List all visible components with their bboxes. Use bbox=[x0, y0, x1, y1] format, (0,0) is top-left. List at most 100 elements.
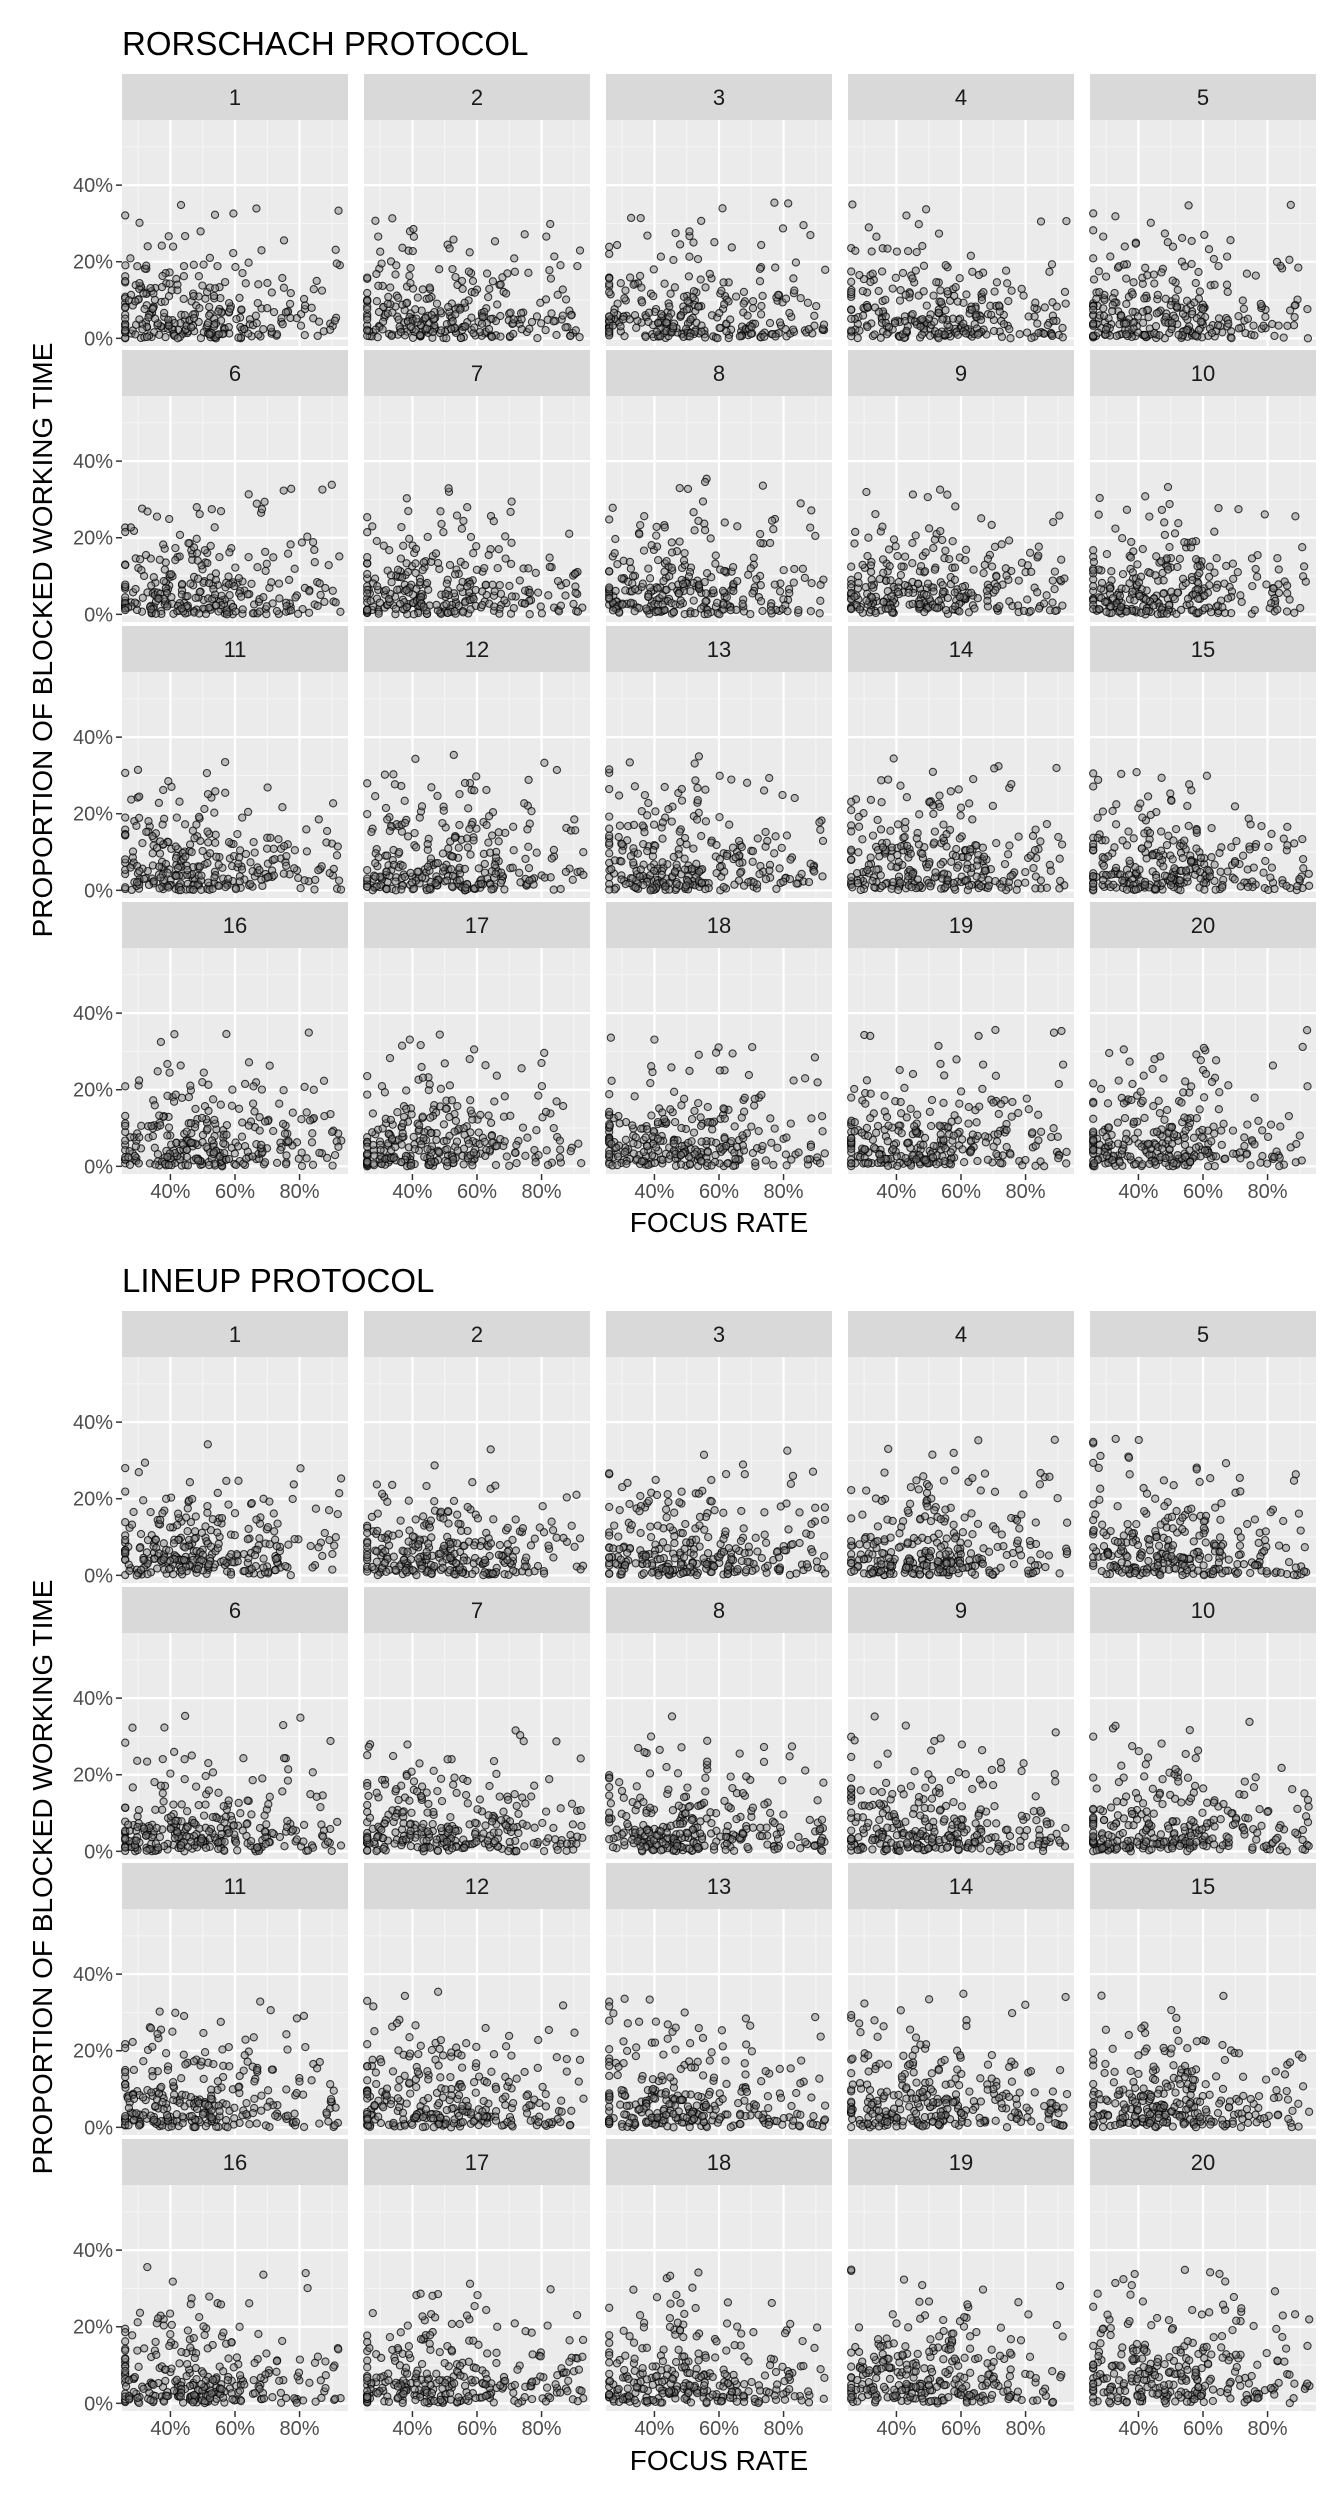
data-point bbox=[378, 317, 388, 326]
facet-panel-5: 5 bbox=[1089, 74, 1316, 346]
data-point bbox=[248, 1099, 258, 1108]
data-point bbox=[131, 297, 140, 306]
data-point bbox=[252, 499, 261, 508]
data-point bbox=[552, 330, 561, 340]
data-point bbox=[1182, 296, 1192, 305]
data-point bbox=[763, 836, 772, 846]
data-point bbox=[231, 563, 240, 572]
data-point bbox=[1097, 578, 1107, 588]
data-point bbox=[390, 780, 400, 789]
data-point bbox=[1200, 591, 1209, 600]
data-point bbox=[1005, 841, 1014, 850]
data-point bbox=[1286, 200, 1295, 210]
data-point bbox=[228, 1085, 237, 1094]
data-point bbox=[433, 558, 443, 568]
data-point bbox=[121, 605, 130, 615]
data-point bbox=[729, 586, 738, 596]
data-point bbox=[862, 596, 871, 605]
data-point bbox=[307, 1138, 317, 1147]
data-point bbox=[1101, 325, 1111, 334]
data-point bbox=[393, 585, 402, 594]
data-point bbox=[948, 314, 958, 323]
data-point bbox=[207, 1136, 217, 1145]
facet-panel-7: 7 bbox=[363, 350, 590, 622]
data-point bbox=[715, 308, 724, 318]
data-point bbox=[617, 840, 627, 849]
data-point bbox=[183, 591, 192, 601]
data-point bbox=[1193, 585, 1202, 594]
data-point bbox=[372, 269, 381, 279]
data-point bbox=[121, 320, 130, 329]
data-point bbox=[854, 822, 864, 831]
data-point bbox=[527, 807, 536, 816]
data-point bbox=[371, 872, 380, 881]
data-point bbox=[546, 219, 555, 229]
data-point bbox=[521, 1151, 530, 1160]
data-point bbox=[731, 853, 740, 862]
data-point bbox=[398, 243, 407, 252]
data-point bbox=[471, 585, 480, 595]
data-point bbox=[987, 562, 997, 571]
data-point bbox=[676, 596, 685, 605]
data-point bbox=[972, 861, 982, 870]
data-point bbox=[775, 864, 784, 873]
data-point bbox=[679, 292, 689, 301]
data-point bbox=[458, 608, 468, 617]
data-point bbox=[417, 802, 427, 811]
data-point bbox=[374, 307, 384, 317]
data-point bbox=[566, 331, 575, 341]
data-point bbox=[778, 790, 787, 800]
data-point bbox=[525, 876, 534, 885]
data-point bbox=[1004, 536, 1014, 545]
data-point bbox=[847, 277, 856, 286]
data-point bbox=[164, 292, 174, 301]
data-point bbox=[976, 881, 986, 891]
data-point bbox=[491, 1160, 501, 1170]
facet-strip-label: 9 bbox=[955, 361, 967, 386]
data-point bbox=[895, 296, 905, 305]
data-point bbox=[748, 857, 757, 866]
data-point bbox=[451, 1116, 461, 1126]
data-point bbox=[733, 522, 742, 531]
facet-strip-label: 6 bbox=[229, 361, 241, 386]
facet-strip-label: 14 bbox=[949, 637, 973, 662]
data-point bbox=[712, 868, 721, 878]
data-point bbox=[886, 576, 895, 585]
data-point bbox=[1168, 276, 1177, 285]
data-point bbox=[1089, 319, 1098, 328]
data-point bbox=[1122, 505, 1132, 514]
data-point bbox=[484, 324, 494, 334]
data-point bbox=[233, 829, 242, 839]
data-point bbox=[669, 255, 678, 265]
data-point bbox=[547, 854, 556, 863]
data-point bbox=[1136, 799, 1145, 808]
data-point bbox=[1042, 883, 1052, 892]
data-point bbox=[1227, 333, 1236, 343]
data-point bbox=[1182, 304, 1191, 314]
data-point bbox=[385, 1053, 395, 1063]
data-point bbox=[132, 878, 142, 887]
data-point bbox=[660, 523, 669, 532]
data-point bbox=[1290, 839, 1299, 848]
data-point bbox=[253, 298, 262, 308]
data-point bbox=[545, 562, 554, 572]
data-point bbox=[1149, 601, 1158, 610]
data-point bbox=[411, 305, 420, 314]
data-point bbox=[1205, 562, 1214, 571]
data-point bbox=[509, 329, 518, 339]
data-point bbox=[231, 607, 240, 616]
data-point bbox=[299, 294, 309, 304]
y-tick-label: 20% bbox=[73, 252, 113, 274]
data-point bbox=[1029, 863, 1038, 873]
data-point bbox=[171, 543, 180, 553]
data-point bbox=[558, 1101, 568, 1111]
data-point bbox=[210, 523, 219, 532]
data-point bbox=[121, 303, 130, 312]
data-point bbox=[900, 824, 910, 833]
data-point bbox=[887, 592, 896, 601]
data-point bbox=[1177, 233, 1187, 243]
data-point bbox=[695, 867, 704, 876]
data-point bbox=[1236, 882, 1245, 891]
data-point bbox=[608, 606, 618, 615]
facet-strip-label: 3 bbox=[713, 85, 725, 110]
